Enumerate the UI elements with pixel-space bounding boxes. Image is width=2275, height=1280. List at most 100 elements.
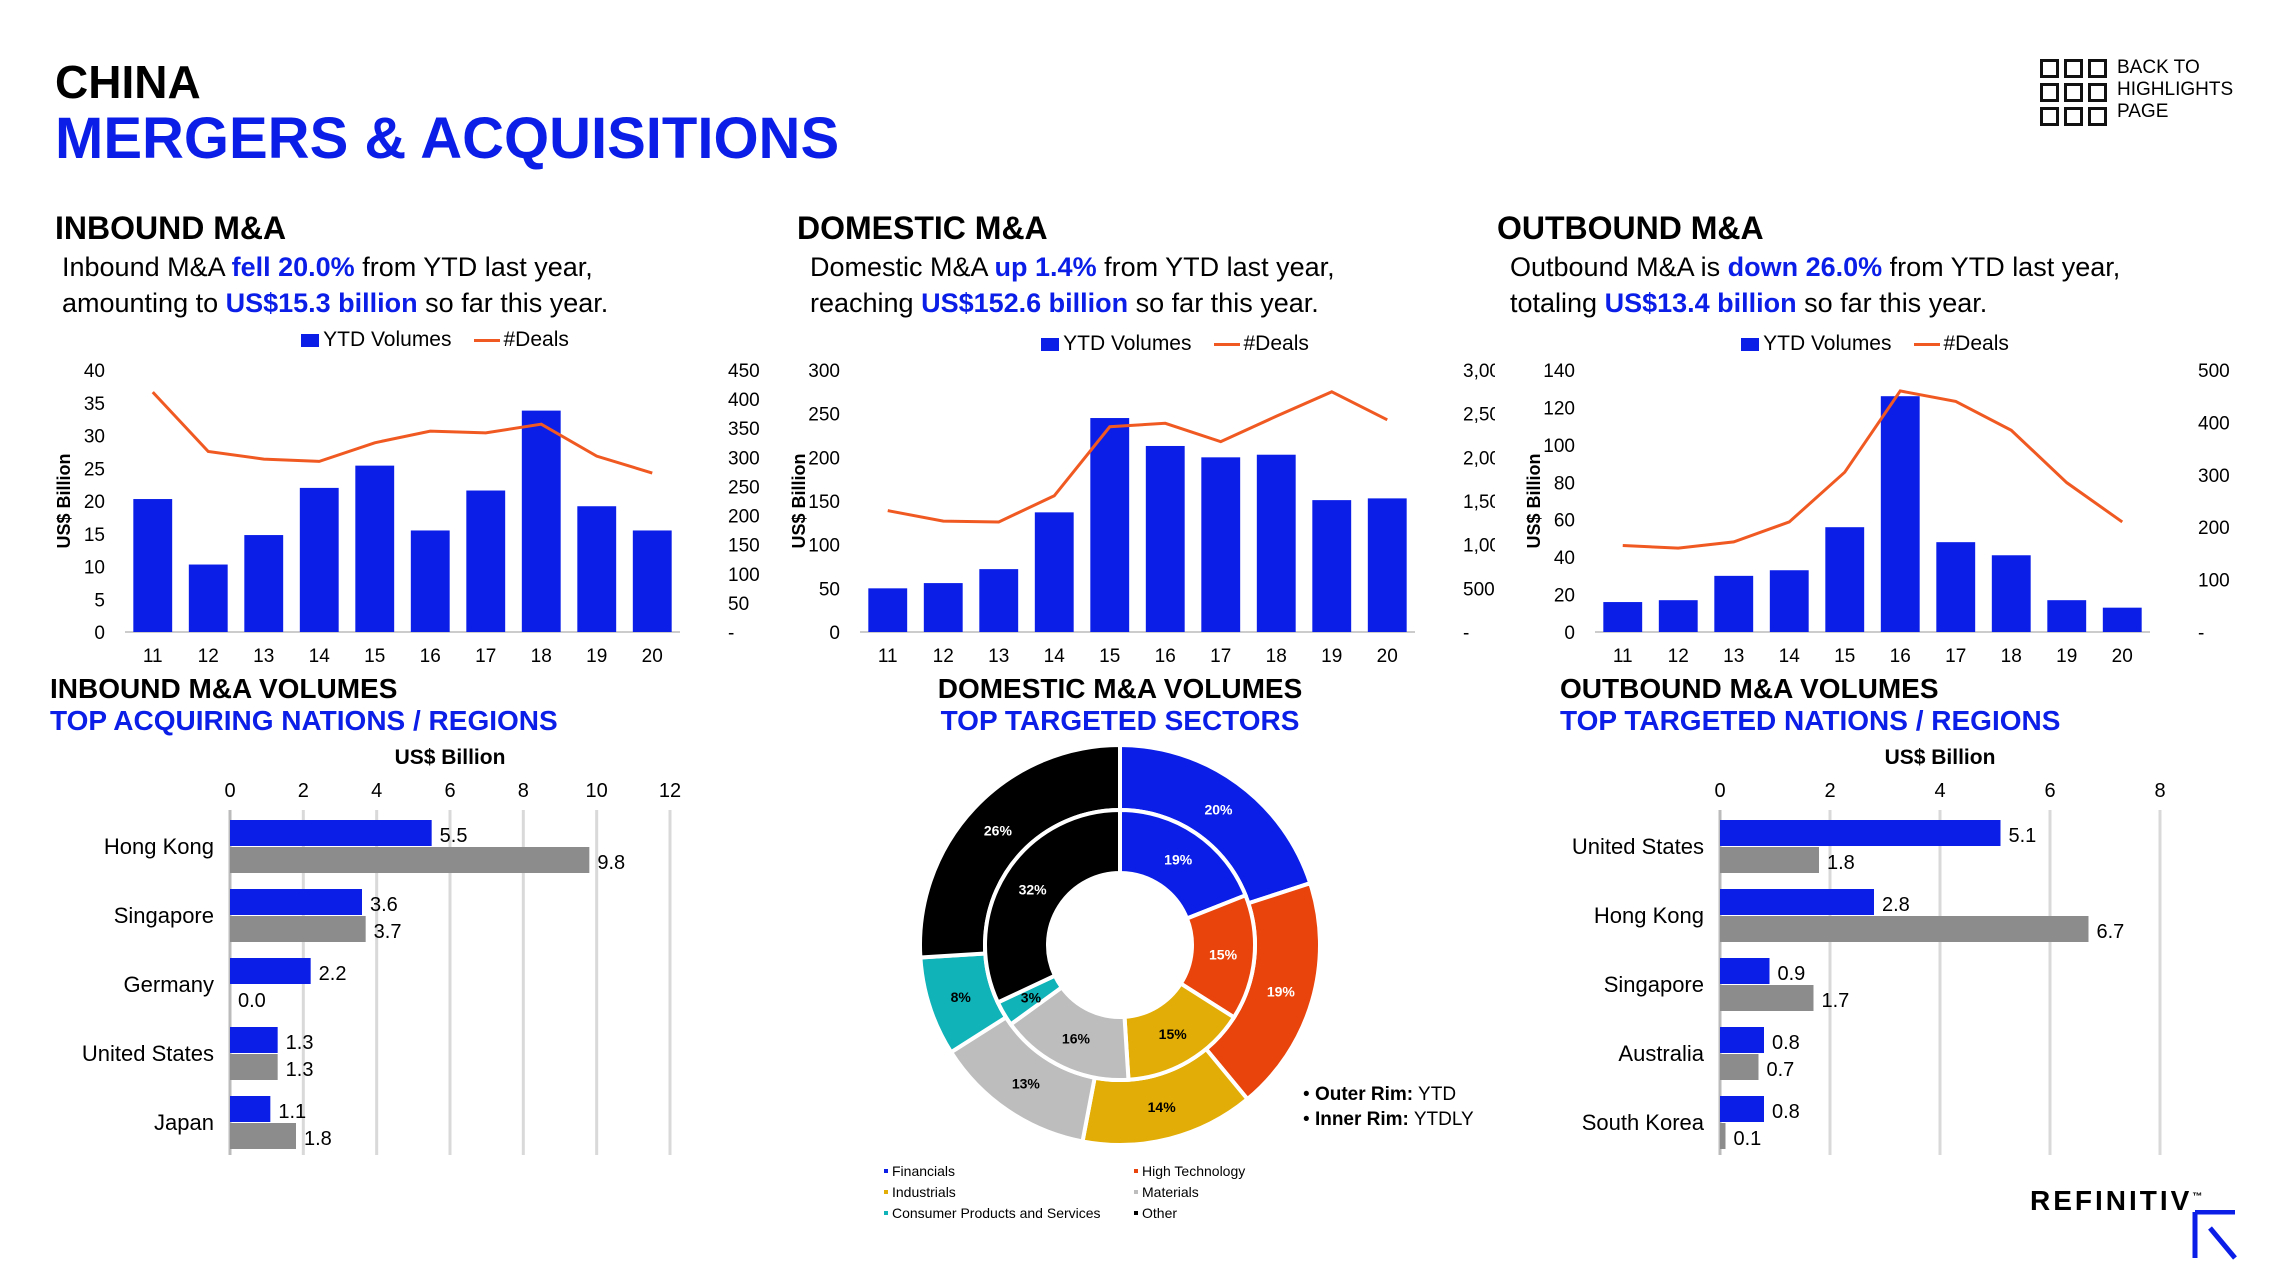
domestic-legend: YTD Volumes #Deals [870,332,1480,356]
chart-title: DOMESTIC M&A VOLUMES [937,673,1303,704]
bar-ytdly [230,916,366,942]
domestic-title: DOMESTIC M&A [797,210,1048,246]
x-tick-label: 14 [309,646,331,667]
legend-line-label: #Deals [1243,332,1309,355]
x-tick-label: 4 [371,780,382,802]
x-tick-label: 11 [878,646,898,667]
x-tick-label: 11 [143,646,163,667]
y-tick-label: 40 [84,361,105,382]
legend-swatch-icon [1134,1168,1138,1173]
bar-ytd [230,1096,271,1122]
refinitiv-mark-icon [2192,1210,2237,1260]
slice-label: 13% [1012,1076,1041,1092]
summary-text: so far this year. [417,288,609,318]
bar-ytd-13 [244,535,284,632]
slice-label: 8% [951,989,972,1005]
bar-ytd [230,889,362,915]
y-tick-label: 150 [808,492,840,513]
rim-legend: • Outer Rim: YTD • Inner Rim: YTDLY [1303,1084,1474,1130]
y-tick-label: 100 [808,536,840,557]
donut-legend: Financials High Technology Industrials Mate… [884,1160,1284,1223]
page-title: CHINA [55,56,201,108]
data-label: 6.7 [2097,921,2125,943]
bar-ytd-12 [188,564,228,632]
y-tick-label: 35 [84,394,105,415]
domestic-summary: Domestic M&A up 1.4% from YTD last year,… [810,249,1335,321]
legend-item: Industrials [884,1181,1134,1202]
data-label: 1.7 [1822,990,1850,1012]
legend-bars-label: YTD Volumes [1063,332,1192,355]
bar-ytd-14 [299,487,339,632]
category-label: United States [82,1041,214,1066]
outer-rim-label: Outer Rim: [1314,1084,1414,1105]
domestic-trend-chart: US$ Billion 0 50 100 150 200 250 300 - 500 1,000 1,… [789,361,1495,667]
x-tick-label: 15 [1099,646,1120,667]
summary-text: reaching [810,288,922,318]
y-tick-label: 0 [1564,623,1575,644]
y-tick-label: 200 [808,448,840,469]
legend-swatch-icon [884,1168,888,1173]
legend-item: Financials [884,1160,1134,1181]
back-to-highlights-link[interactable]: BACK TO HIGHLIGHTS PAGE [2040,57,2247,126]
bar-ytd-15 [1090,418,1130,632]
data-label: 2.8 [1882,894,1910,916]
summary-highlight: down 26.0% [1727,252,1883,282]
legend-item: Other [1134,1202,1284,1223]
x-tick-label: 20 [642,646,663,667]
line-swatch-icon [1913,342,1940,346]
bar-ytd-14 [1769,570,1809,632]
legend-label: Financials [892,1162,956,1179]
page-subtitle: MERGERS & ACQUISITIONS [55,106,840,171]
bar-ytd [1720,889,1874,915]
bar-ytd [230,1027,278,1053]
inbound-volumes-title: INBOUND M&A VOLUMES TOP ACQUIRING NATION… [50,673,558,737]
summary-text: from YTD last year, [1096,252,1335,282]
bar-ytd-18 [1256,454,1296,632]
bar-ytd-19 [1312,500,1352,632]
bar-ytd-18 [521,410,561,632]
x-tick-label: 8 [518,780,529,802]
x-tick-label: 18 [2001,646,2022,667]
deals-line [1622,389,2124,550]
legend-label: Industrials [892,1183,956,1200]
data-label: 9.8 [597,852,625,874]
data-label: 1.1 [278,1101,306,1123]
y-tick-label: 140 [1543,361,1575,382]
x-tick-label: 8 [2154,780,2165,802]
domestic-section: DOMESTIC M&A Domestic M&A up 1.4% from Y… [797,210,1335,321]
y-tick-label: 300 [808,361,840,382]
y-tick-label: 80 [1554,473,1575,494]
y2-tick-label: 400 [728,390,760,411]
y-tick-label: 20 [84,492,105,513]
bar-ytdly [1720,1054,1759,1080]
slice-label: 14% [1148,1099,1177,1115]
y2-tick-label: - [1463,623,1469,644]
y2-tick-label: 350 [728,419,760,440]
bar-ytd-13 [1714,575,1754,632]
legend-bars: YTD Volumes [301,328,452,352]
bar-ytd-16 [410,530,450,632]
y-tick-label: 20 [1554,586,1575,607]
category-label: Australia [1618,1041,1704,1066]
y-tick-label: 10 [84,558,105,579]
x-tick-label: 15 [1834,646,1855,667]
chart-subtitle: TOP TARGETED NATIONS / REGIONS [1560,705,2061,736]
deals-line [151,391,653,475]
x-tick-label: 15 [364,646,385,667]
y2-tick-label: 450 [728,361,760,382]
x-tick-label: 14 [1779,646,1801,667]
y-tick-label: 25 [84,459,105,480]
x-tick-label: 17 [475,646,496,667]
slice-label: 20% [1204,801,1233,817]
bar-ytdly [1720,1123,1726,1149]
y2-tick-label: 100 [2198,571,2230,592]
bar-ytdly [230,847,590,873]
legend-item: Consumer Products and Services [884,1202,1134,1223]
y2-tick-label: - [2198,623,2204,644]
y-tick-label: 0 [829,623,840,644]
x-tick-label: 10 [586,780,608,802]
category-label: Japan [154,1110,214,1135]
summary-text: totaling [1510,288,1605,318]
bar-ytd [1720,1027,1764,1053]
bar-ytd-17 [466,490,506,632]
